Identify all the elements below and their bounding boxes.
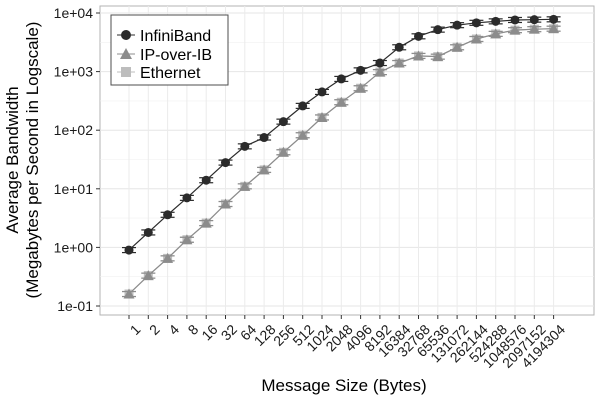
data-point: [432, 51, 444, 62]
data-point: [433, 25, 443, 35]
x-tick-label: 1: [127, 321, 144, 338]
y-tick-label: 1e-01: [57, 298, 93, 314]
data-point: [259, 133, 269, 143]
data-point: [375, 58, 385, 68]
legend-label-ethernet: Ethernet: [140, 65, 201, 82]
data-point: [182, 193, 192, 203]
data-point: [491, 16, 501, 26]
y-axis-title-line2: (Megabytes per Second in Logscale): [23, 22, 42, 299]
data-point: [181, 234, 193, 245]
data-point: [414, 31, 423, 41]
y-tick-label: 1e+02: [54, 122, 94, 138]
legend-item-ethernet: Ethernet: [117, 65, 201, 82]
data-point: [451, 41, 463, 52]
data-point: [490, 28, 502, 39]
data-point: [374, 66, 386, 77]
data-point: [163, 210, 173, 220]
data-point: [510, 15, 520, 25]
data-point: [258, 164, 270, 175]
data-point: [548, 23, 560, 34]
x-tick-label: 4: [165, 321, 182, 338]
data-point: [277, 146, 289, 157]
y-tick-label: 1e+00: [54, 239, 94, 255]
y-tick-label: 1e+01: [54, 181, 94, 197]
data-point: [335, 96, 347, 107]
data-point: [471, 18, 481, 28]
x-axis: 1 2 4 8163264128256512102420484096819216384…: [127, 315, 568, 371]
y-axis-title-line1: Average Bandwidth: [3, 86, 22, 233]
legend-item-ip-over-ib: IP-over-IB: [117, 47, 212, 64]
series-infiniband: [122, 14, 561, 255]
data-point: [356, 65, 366, 75]
x-axis-title: Message Size (Bytes): [261, 376, 426, 395]
legend-square-icon: [121, 67, 131, 77]
y-tick-label: 1e+03: [54, 64, 94, 80]
data-point: [413, 50, 424, 61]
data-point: [221, 158, 230, 168]
data-point: [549, 14, 559, 24]
x-tick-label: 2: [146, 321, 163, 338]
data-point: [162, 252, 174, 263]
series-layer: [122, 14, 561, 299]
data-point: [240, 141, 250, 151]
data-point: [278, 117, 288, 127]
legend-triangle-icon: [120, 48, 132, 59]
legend-label-infiniband: InfiniBand: [140, 28, 211, 45]
data-point: [142, 270, 154, 281]
data-point: [297, 129, 309, 140]
data-point: [394, 42, 404, 52]
data-point: [317, 87, 327, 97]
data-point: [470, 33, 482, 44]
data-point: [528, 23, 540, 34]
series-ip-over-ib: [122, 23, 561, 299]
data-point: [123, 288, 135, 299]
data-point: [393, 57, 405, 68]
data-point: [316, 111, 328, 122]
legend-item-infiniband: InfiniBand: [117, 28, 211, 45]
legend-label-ip-over-ib: IP-over-IB: [140, 47, 212, 64]
data-point: [201, 175, 211, 185]
data-point: [220, 198, 231, 209]
data-point: [452, 20, 462, 30]
x-tick-label: 8: [185, 321, 202, 338]
y-tick-label: 1e+04: [54, 5, 94, 21]
data-point: [336, 74, 346, 84]
data-point: [239, 180, 251, 191]
legend-circle-icon: [121, 30, 131, 40]
data-point: [509, 24, 521, 35]
data-point: [529, 15, 539, 25]
data-point: [355, 82, 367, 93]
data-point: [143, 227, 153, 237]
data-point: [200, 217, 212, 228]
data-point: [124, 245, 134, 255]
legend: InfiniBand IP-over-IB Ethernet: [110, 14, 229, 86]
y-axis: 1e-01 1e+00 1e+01 1e+02 1e+03 1e+04: [54, 5, 100, 314]
data-point: [298, 101, 308, 111]
